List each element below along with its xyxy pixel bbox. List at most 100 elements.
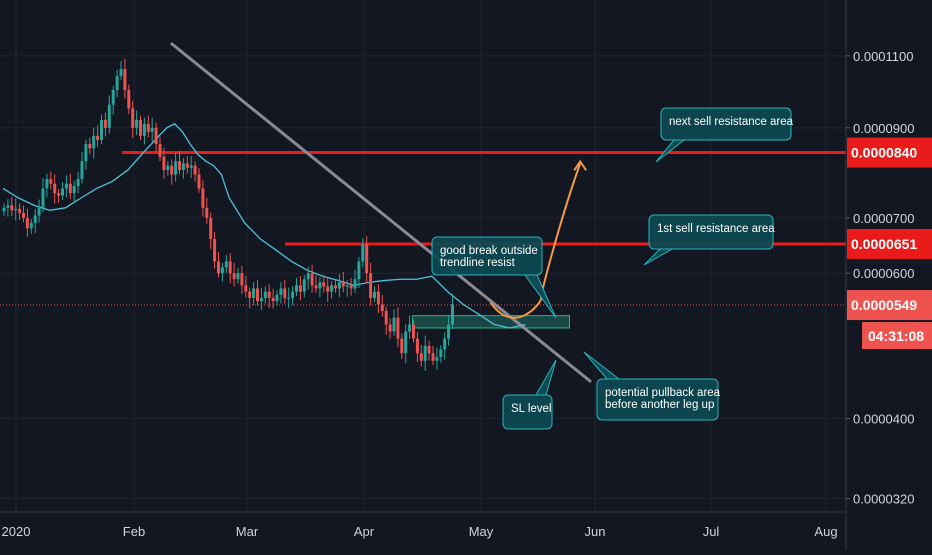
trendline[interactable] [170,42,592,383]
candle-body[interactable] [283,288,287,298]
annotation-callout[interactable]: 1st sell resistance area [643,214,775,266]
candle-body[interactable] [380,304,384,311]
candle-body[interactable] [76,179,80,187]
candle-body[interactable] [349,285,353,289]
candle-body[interactable] [298,285,302,292]
candle-body[interactable] [220,267,224,274]
candle-body[interactable] [197,174,201,189]
candle-body[interactable] [431,353,435,361]
candle-body[interactable] [244,285,248,292]
candle-body[interactable] [37,207,41,216]
candle-body[interactable] [80,161,84,180]
candle-body[interactable] [248,291,252,298]
candle-body[interactable] [240,273,244,286]
candle-body[interactable] [49,179,53,184]
candle-body[interactable] [22,212,25,218]
candle-body[interactable] [384,310,388,325]
candle-body[interactable] [115,75,119,91]
candle-body[interactable] [72,186,76,194]
annotation-callout[interactable]: next sell resistance area [655,107,794,163]
candle-body[interactable] [302,279,306,292]
candle-body[interactable] [103,119,107,128]
candle-body[interactable] [271,297,275,302]
candle-body[interactable] [256,288,259,302]
candle-body[interactable] [205,207,209,218]
candle-body[interactable] [10,205,14,211]
candle-body[interactable] [365,244,369,274]
candle-body[interactable] [330,285,334,292]
candle-body[interactable] [178,161,181,171]
candle-body[interactable] [209,217,213,240]
candle-body[interactable] [423,345,427,361]
candle-body[interactable] [353,279,357,289]
candle-body[interactable] [131,108,135,128]
candle-body[interactable] [228,261,232,274]
candle-body[interactable] [314,285,318,289]
candle-body[interactable] [146,123,150,132]
candle-body[interactable] [135,119,139,128]
candle-body[interactable] [174,161,178,175]
candle-body[interactable] [150,127,154,132]
candle-body[interactable] [111,90,115,105]
candle-body[interactable] [287,297,291,299]
candle-body[interactable] [252,288,256,298]
candle-body[interactable] [33,215,37,224]
candle-body[interactable] [291,291,295,298]
candle-body[interactable] [100,119,103,140]
candle-body[interactable] [267,291,271,298]
candle-body[interactable] [337,282,341,289]
candle-body[interactable] [447,324,451,339]
candle-body[interactable] [84,144,88,162]
candle-body[interactable] [57,193,61,196]
candle-body[interactable] [408,324,412,332]
candle-body[interactable] [193,165,197,175]
candle-body[interactable] [419,353,423,361]
candle-body[interactable] [334,285,337,289]
candle-body[interactable] [357,261,361,280]
candle-body[interactable] [166,165,170,171]
candle-body[interactable] [322,282,326,287]
candle-body[interactable] [158,144,162,157]
candle-body[interactable] [142,123,146,136]
candle-body[interactable] [25,217,29,229]
annotation-callout[interactable]: SL level [502,359,557,430]
candle-body[interactable] [279,288,283,295]
candle-body[interactable] [259,297,263,302]
candle-body[interactable] [224,261,228,268]
candle-body[interactable] [217,261,220,274]
candle-body[interactable] [18,208,22,213]
candle-body[interactable] [396,317,400,339]
candle-body[interactable] [88,144,92,149]
candle-body[interactable] [404,331,408,354]
candle-body[interactable] [275,294,279,302]
candle-body[interactable] [181,163,185,171]
candle-body[interactable] [53,183,57,194]
candle-body[interactable] [14,208,18,211]
candle-body[interactable] [318,282,322,289]
candle-body[interactable] [2,207,6,212]
candle-body[interactable] [341,282,345,287]
candle-body[interactable] [388,324,392,332]
candle-body[interactable] [61,188,64,196]
candle-body[interactable] [306,273,310,280]
candle-body[interactable] [64,183,68,189]
candle-body[interactable] [369,273,373,298]
candle-body[interactable] [427,345,431,354]
candle-body[interactable] [6,205,10,208]
candle-body[interactable] [201,188,205,208]
candle-body[interactable] [400,338,404,354]
candle-body[interactable] [439,349,443,357]
candle-body[interactable] [92,135,96,149]
candle-body[interactable] [361,244,365,262]
candle-body[interactable] [415,338,419,354]
candle-body[interactable] [263,291,267,298]
candle-body[interactable] [96,135,100,140]
candle-body[interactable] [162,156,166,171]
candle-body[interactable] [123,69,127,91]
candle-body[interactable] [127,90,131,109]
candle-body[interactable] [45,179,49,189]
candle-body[interactable] [326,286,330,292]
